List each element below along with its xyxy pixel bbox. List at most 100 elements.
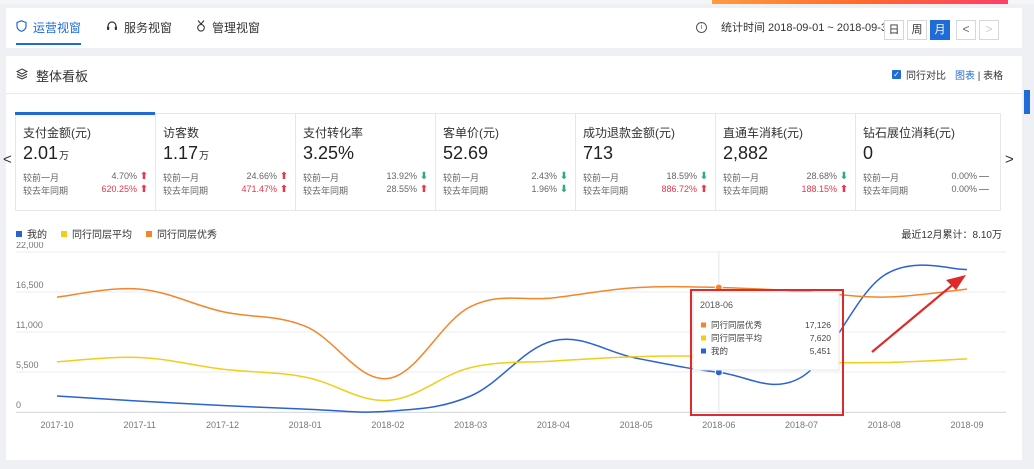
tab-label: 管理视窗 <box>212 21 261 35</box>
trend-up-icon: ⬆ <box>699 184 709 195</box>
kpi-name: 客单价(元) <box>443 126 499 140</box>
kpi-value: 2,882 <box>723 143 855 164</box>
compare-pct: 2.43% <box>531 171 557 181</box>
compare-label: 较前一月 <box>303 173 340 183</box>
tooltip-series-name: 我的 <box>711 346 728 356</box>
kpi-compare-row: 较前一月 24.66% ⬆ <box>163 171 289 183</box>
x-tick-label: 2018-04 <box>537 420 570 430</box>
compare-pct: 886.72% <box>661 184 697 194</box>
compare-label: 较去年同期 <box>163 186 209 196</box>
peer-compare-toggle[interactable]: ✓ 同行对比 <box>892 67 946 82</box>
next-period-button[interactable]: > <box>979 20 999 40</box>
y-tick-label: 11,000 <box>16 320 43 330</box>
compare-label: 较去年同期 <box>303 186 349 196</box>
kpi-card[interactable]: 钻石展位消耗(元) 0 较前一月 0.00% — 较去年同期 0.00% — <box>856 114 996 210</box>
divider <box>6 93 1022 94</box>
tooltip-value: 5,451 <box>810 346 832 356</box>
trend-down-icon: ⬇ <box>699 171 709 182</box>
trend-up-icon: ⬆ <box>839 184 849 195</box>
chevron-right-icon: > <box>985 22 993 36</box>
trend-chart-svg: 0 5,500 11,000 16,500 22,000 2017-10 2017-11 20… <box>16 240 1006 430</box>
period-month-button[interactable]: 月 <box>930 20 950 40</box>
compare-label: 较去年同期 <box>443 186 489 196</box>
x-tick-label: 2018-06 <box>702 420 735 430</box>
layers-icon <box>15 68 29 83</box>
compare-pct: 471.47% <box>241 184 277 194</box>
kpi-value: 3.25% <box>303 143 435 164</box>
kpi-compare-row: 较去年同期 1.96% ⬇ <box>443 184 569 196</box>
panel-title-text: 整体看板 <box>36 69 89 84</box>
kpi-card[interactable]: 直通车消耗(元) 2,882 较前一月 28.68% ⬇ 较去年同期 188.15% ⬆ <box>716 114 856 210</box>
compare-pct: 0.00% <box>951 171 977 181</box>
tab-label: 运营视窗 <box>33 21 82 35</box>
tooltip-value: 17,126 <box>805 320 831 330</box>
annotation-arrow-shaft <box>871 281 957 353</box>
tooltip-swatch <box>701 335 706 341</box>
medal-icon <box>196 8 206 48</box>
top-accent-bar <box>712 0 1008 4</box>
shield-icon <box>16 8 27 48</box>
kpi-unit: 万 <box>199 151 210 162</box>
trend-down-icon: ⬇ <box>839 171 849 182</box>
kpi-card[interactable]: 客单价(元) 52.69 较前一月 2.43% ⬇ 较去年同期 1.96% ⬇ <box>436 114 576 210</box>
view-separator: | <box>977 71 981 82</box>
kpi-value-number: 713 <box>583 143 614 163</box>
compare-label: 较前一月 <box>23 173 60 183</box>
legend-item[interactable]: 同行同层优秀 <box>146 226 217 241</box>
kpi-card[interactable]: 成功退款金额(元) 713 较前一月 18.59% ⬇ 较去年同期 886.72% ⬆ <box>576 114 716 210</box>
view-chart-link[interactable]: 图表 <box>955 71 975 82</box>
kpi-compare-row: 较前一月 13.92% ⬇ <box>303 171 429 183</box>
kpi-card[interactable]: 支付金额(元) 2.01万 较前一月 4.70% ⬆ 较去年同期 620.25% ⬆ <box>15 112 156 210</box>
kpi-next-button[interactable]: > <box>1005 151 1014 168</box>
kpi-value-number: 52.69 <box>443 143 489 163</box>
tab-management[interactable]: 管理视窗 <box>196 8 260 48</box>
tooltip-series-name: 同行同层优秀 <box>711 320 763 330</box>
trend-up-icon: ⬆ <box>139 184 149 195</box>
kpi-cards: 支付金额(元) 2.01万 较前一月 4.70% ⬆ 较去年同期 620.25% ⬆ 访客数 1.… <box>15 112 1001 211</box>
y-tick-label: 22,000 <box>16 242 44 250</box>
info-icon[interactable]: i <box>696 22 707 33</box>
kpi-prev-button[interactable]: < <box>3 151 12 168</box>
prev-period-button[interactable]: < <box>956 20 976 40</box>
period-day-button[interactable]: 日 <box>884 20 904 40</box>
compare-pct: 0.00% <box>951 184 977 194</box>
tab-service[interactable]: 服务视窗 <box>106 8 172 48</box>
tooltip-title: 2018-06 <box>700 300 733 310</box>
trend-flat-icon: — <box>979 184 989 195</box>
top-stripe <box>0 0 1034 4</box>
legend-item[interactable]: 同行同层平均 <box>61 226 132 241</box>
kpi-value: 0 <box>863 143 996 164</box>
view-table-link[interactable]: 表格 <box>983 71 1004 82</box>
compare-label: 较去年同期 <box>863 186 909 196</box>
kpi-value: 52.69 <box>443 143 575 164</box>
kpi-compare-row: 较去年同期 886.72% ⬆ <box>583 184 709 196</box>
compare-label: 较去年同期 <box>723 186 769 196</box>
tooltip-box <box>692 291 840 371</box>
kpi-value-number: 0 <box>863 143 874 163</box>
trend-up-icon: ⬆ <box>419 184 429 195</box>
tooltip-series-name: 同行同层平均 <box>711 333 762 343</box>
kpi-value-number: 1.17 <box>163 143 199 163</box>
legend-label: 同行同层优秀 <box>157 230 217 241</box>
tab-label: 服务视窗 <box>124 21 173 35</box>
legend-item[interactable]: 我的 <box>16 226 47 241</box>
kpi-name: 直通车消耗(元) <box>723 126 803 140</box>
period-week-button[interactable]: 周 <box>907 20 927 40</box>
legend-label: 我的 <box>27 230 47 241</box>
legend-label: 同行同层平均 <box>72 230 132 241</box>
kpi-compare-row: 较前一月 0.00% — <box>863 171 989 183</box>
peer-compare-label: 同行对比 <box>906 71 946 82</box>
kpi-card[interactable]: 支付转化率 3.25% 较前一月 13.92% ⬇ 较去年同期 28.55% ⬆ <box>296 114 436 210</box>
x-tick-label: 2017-10 <box>40 420 73 430</box>
kpi-name: 支付转化率 <box>303 126 364 140</box>
compare-pct: 13.92% <box>386 171 417 181</box>
compare-label: 较前一月 <box>583 173 620 183</box>
tab-operations[interactable]: 运营视窗 <box>16 8 82 48</box>
trend-down-icon: ⬇ <box>559 171 569 182</box>
kpi-compare-row: 较前一月 2.43% ⬇ <box>443 171 569 183</box>
kpi-card[interactable]: 访客数 1.17万 较前一月 24.66% ⬆ 较去年同期 471.47% ⬆ <box>156 114 296 210</box>
x-tick-label: 2018-07 <box>785 420 818 430</box>
checkbox-checked-icon[interactable]: ✓ <box>892 70 901 79</box>
tooltip-value: 7,620 <box>810 333 832 343</box>
trend-up-icon: ⬆ <box>279 171 289 182</box>
